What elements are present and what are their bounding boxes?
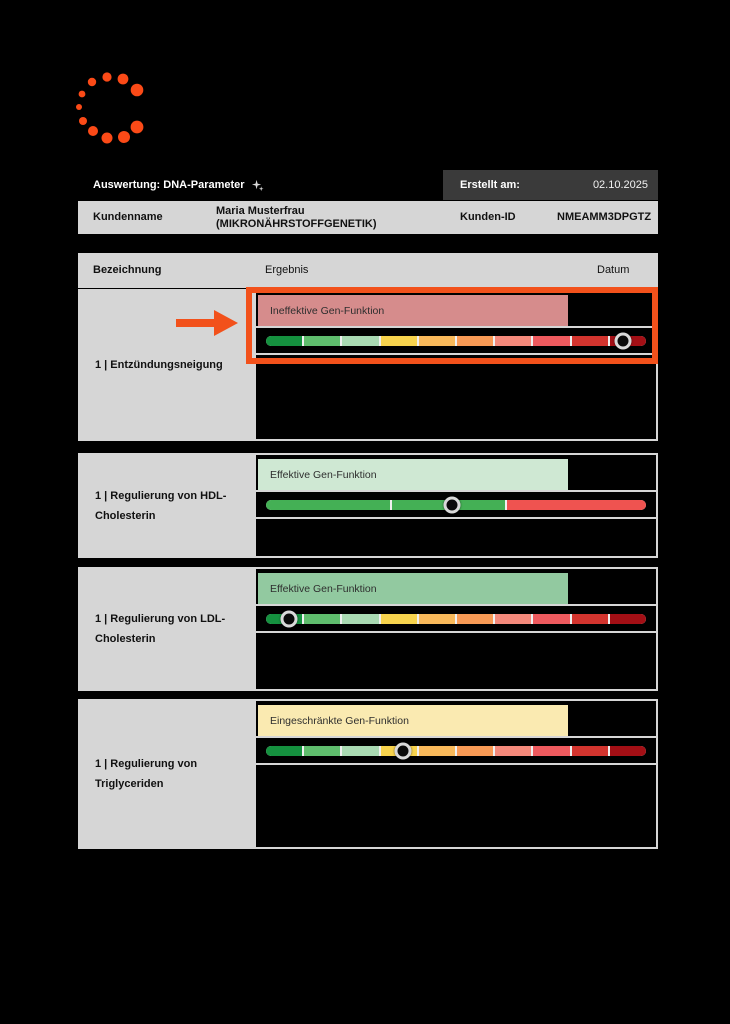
page-title: Auswertung: DNA-Parameter: [78, 179, 264, 192]
status-badge: Ineffektive Gen-Funktion: [258, 295, 568, 326]
gene-function-bar-strip: [256, 606, 656, 633]
column-header-datum: Datum: [597, 264, 630, 276]
gene-function-bar: [266, 332, 646, 349]
customer-info-row: Kundenname Maria Musterfrau (MIKRONÄHRST…: [78, 201, 658, 234]
created-at-box: Erstellt am: 02.10.2025: [443, 170, 658, 200]
date-cell-redacted: [570, 295, 654, 326]
bar-marker: [394, 742, 412, 759]
gene-function-bar-strip: [256, 328, 656, 355]
status-badge: Eingeschränkte Gen-Funktion: [258, 705, 568, 736]
customer-name-value: Maria Musterfrau (MIKRONÄHRSTOFFGENETIK): [216, 205, 377, 230]
customer-id-label: Kunden-ID: [460, 211, 516, 223]
description-redacted: [256, 633, 656, 689]
gene-function-bar-strip: [256, 738, 656, 765]
page-title-text: Auswertung: DNA-Parameter: [93, 179, 245, 191]
row-name: 1 | Regulierung von HDL- Cholesterin: [80, 455, 256, 556]
row-name: 1 | Regulierung von LDL- Cholesterin: [80, 569, 256, 689]
table-row-triglyceride: 1 | Regulierung von Triglyceriden Einges…: [78, 699, 658, 849]
gene-function-bar-strip: [256, 492, 656, 519]
row-name: 1 | Entzündungsneigung: [80, 291, 256, 439]
table-header: Bezeichnung Ergebnis Datum: [78, 253, 658, 288]
date-cell-redacted: [570, 459, 654, 490]
created-at-label: Erstellt am:: [460, 179, 520, 191]
description-redacted: [256, 355, 656, 439]
date-cell-redacted: [570, 573, 654, 604]
gene-function-bar: [266, 610, 646, 627]
description-redacted: [256, 765, 656, 847]
table-row-hdl-cholesterin: 1 | Regulierung von HDL- Cholesterin Eff…: [78, 453, 658, 558]
result-label-strip: Eingeschränkte Gen-Funktion: [256, 701, 656, 738]
row-result: Eingeschränkte Gen-Funktion: [256, 701, 656, 847]
report-topbar: Auswertung: DNA-Parameter Erstellt am: 0…: [78, 170, 658, 200]
customer-id-value: NMEAMM3DPGTZ: [557, 211, 652, 223]
table-row-entzuendungsneigung: 1 | Entzündungsneigung Ineffektive Gen-F…: [78, 289, 658, 441]
date-cell-redacted: [570, 705, 654, 736]
row-result: Effektive Gen-Funktion: [256, 455, 656, 556]
row-result: Effektive Gen-Funktion: [256, 569, 656, 689]
result-label-strip: Effektive Gen-Funktion: [256, 455, 656, 492]
row-result: Ineffektive Gen-Funktion: [256, 291, 656, 439]
description-redacted: [256, 519, 656, 556]
gene-function-bar: [266, 496, 646, 513]
logo-dots-icon: [76, 72, 144, 144]
created-at-value: 02.10.2025: [592, 179, 648, 191]
result-label-strip: Ineffektive Gen-Funktion: [256, 291, 656, 328]
bar-marker: [614, 332, 632, 349]
status-badge: Effektive Gen-Funktion: [258, 459, 568, 490]
column-header-bezeichnung: Bezeichnung: [93, 264, 162, 276]
customer-name-label: Kundenname: [93, 211, 163, 223]
report-content: Auswertung: DNA-Parameter Erstellt am: 0…: [78, 170, 658, 849]
row-name: 1 | Regulierung von Triglyceriden: [80, 701, 256, 847]
table-row-ldl-cholesterin: 1 | Regulierung von LDL- Cholesterin Eff…: [78, 567, 658, 691]
sparkle-icon: [251, 179, 264, 191]
result-label-strip: Effektive Gen-Funktion: [256, 569, 656, 606]
column-header-ergebnis: Ergebnis: [265, 264, 309, 276]
bar-marker: [280, 610, 298, 627]
bar-marker: [443, 496, 461, 513]
status-badge: Effektive Gen-Funktion: [258, 573, 568, 604]
gene-function-bar: [266, 742, 646, 759]
